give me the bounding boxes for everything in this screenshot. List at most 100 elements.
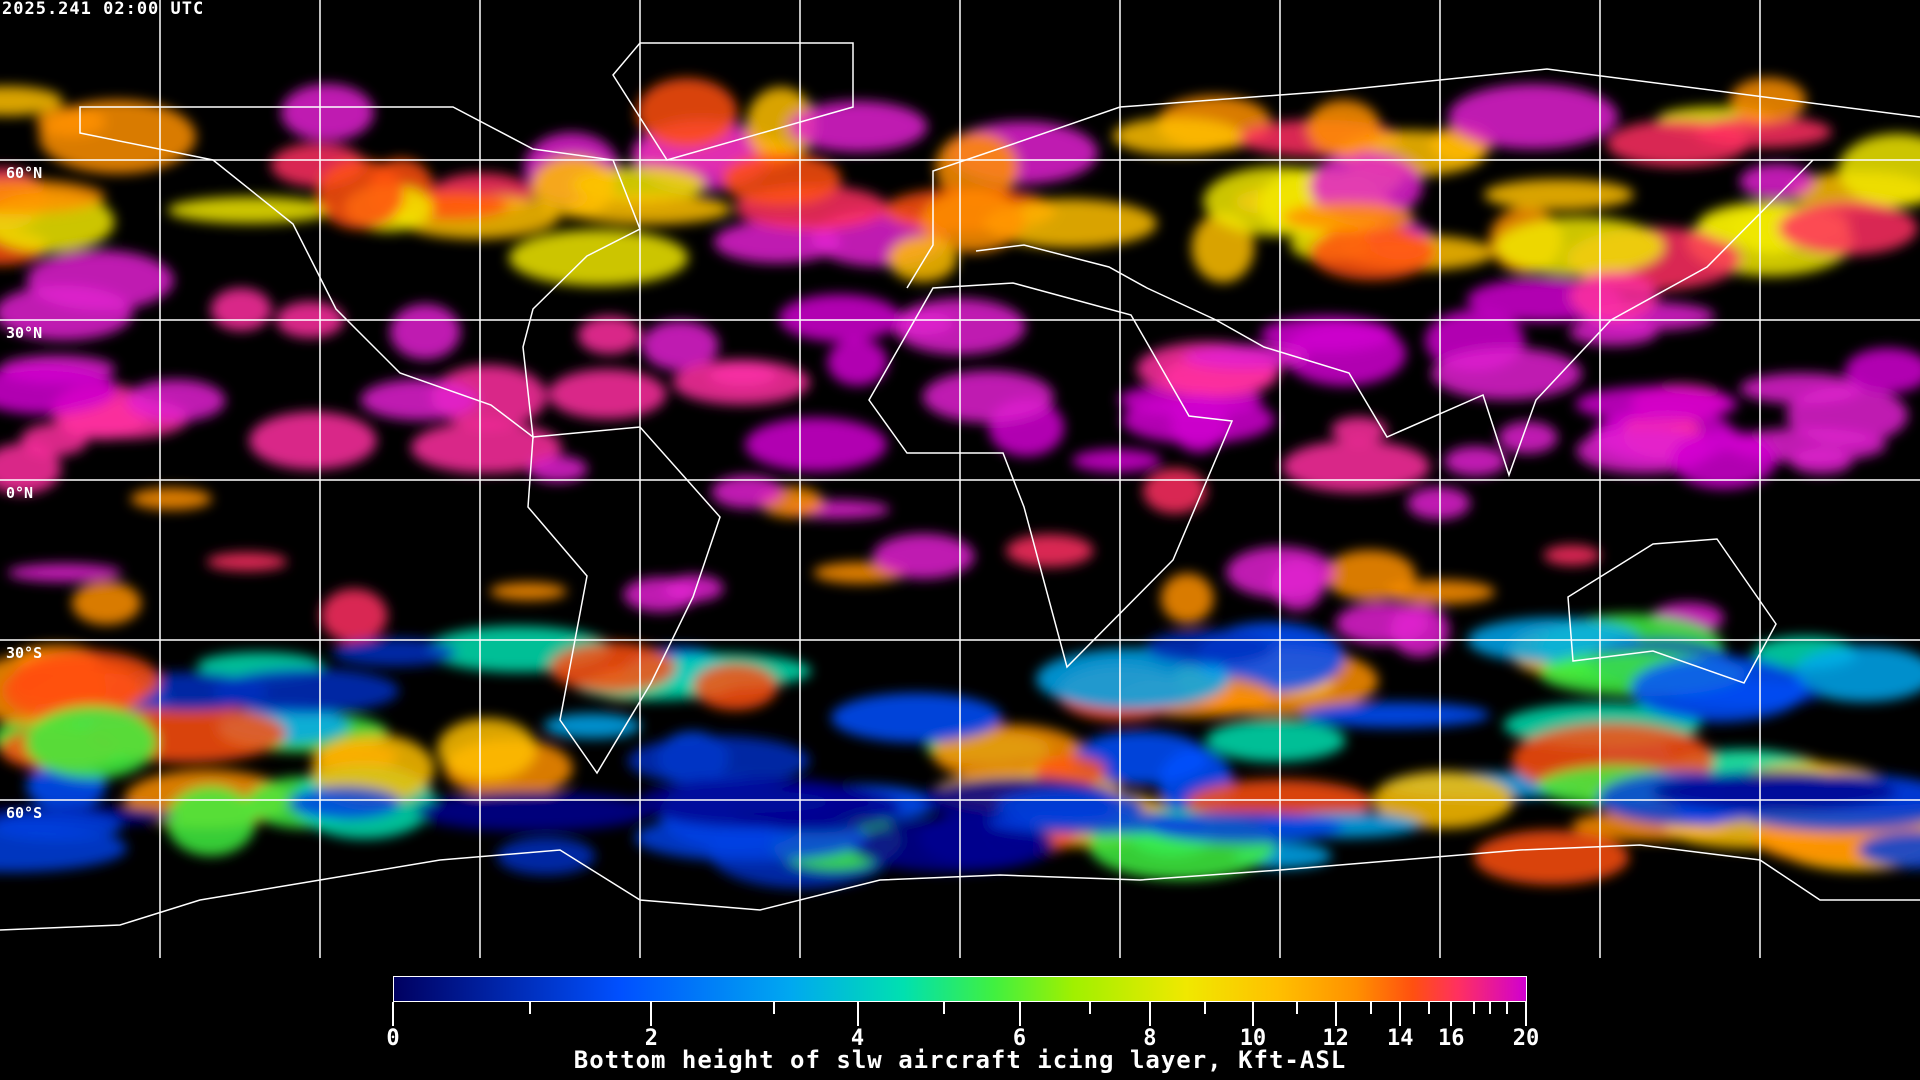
cloud-blob [0,810,123,841]
cloud-blob [549,642,676,693]
colorbar-tick-label: 20 [1512,1026,1540,1051]
cloud-blob [1792,645,1920,702]
cloud-blob [1142,468,1207,514]
cloud-blob [1323,550,1416,601]
coast-eurasia [906,68,1920,478]
cloud-blob [566,193,732,225]
colorbar-tick-label: 0 [386,1026,400,1051]
colorbar-tick [1525,1002,1527,1026]
cloud-blob [850,818,1056,873]
lat-lon-grid [0,0,1920,958]
colorbar-tick [1472,1002,1475,1014]
colorbar-tick-label: 16 [1437,1026,1465,1051]
cloud-blob [983,198,1157,248]
cloud-blob [1543,544,1601,566]
cloud-blob [1497,421,1558,454]
cloud-blob [410,421,562,474]
cloud-blob [1072,449,1162,473]
cloud-blob [508,229,689,286]
colorbar-tick-label: 10 [1239,1026,1267,1051]
cloud-blob [1838,133,1920,207]
cloud-blob [922,370,1054,423]
cloud-blob [1073,731,1209,785]
coast-south-america [527,426,721,775]
cloud-blob [288,786,402,821]
cloud-blob [25,705,158,780]
cloud-blob [746,87,816,162]
cloud-blob [249,411,377,470]
cloud-blob [1495,216,1665,276]
cloud-blob [636,78,738,148]
timestamp: 2025.241 02:00 UTC [2,0,205,19]
colorbar-tick [1251,1002,1254,1026]
cloud-blob [1205,719,1346,762]
cloud-blob [548,369,667,420]
cloud-blob [1651,771,1897,812]
cloud-blob [872,533,975,579]
coastlines [0,42,1920,931]
cloud-blob [637,777,872,828]
cloud-blob [1282,202,1415,233]
cloud-blob [1306,99,1381,157]
cloud-blob [663,574,724,602]
colorbar-tick [1399,1002,1402,1026]
cloud-blob [778,294,901,342]
colorbar-tick [1427,1002,1430,1014]
cloud-blob [1630,655,1807,723]
colorbar-tick-label: 2 [644,1026,658,1051]
cloud-blob [744,417,887,472]
cloud-blob [1845,348,1920,394]
colorbar-tick-label: 4 [850,1026,865,1051]
lat-label-60s: 60°S [6,804,43,822]
coast-greenland [612,42,854,161]
cloud-blob [0,285,133,341]
colorbar-tick [856,1002,859,1026]
cloud-blob [1390,604,1450,657]
cloud-blob [1739,163,1815,200]
cloud-blob [1,659,143,722]
cloud-blob [496,837,596,876]
cloud-blob [7,563,122,582]
cloud-blob [389,303,461,360]
cloud-blob [1670,430,1777,489]
cloud-blob [1473,830,1630,885]
cloud-blob [1309,225,1436,281]
cloud-blob [0,86,63,116]
cloud-blob [1730,77,1807,123]
cloud-blob [713,220,841,264]
cloud-blob [1112,117,1243,155]
colorbar-tick [1018,1002,1021,1026]
cloud-blob [125,379,226,422]
cloud-blob [39,99,196,174]
cloud-blob [672,359,811,405]
cloud-blob [211,668,400,714]
cloud-blob [71,581,141,625]
colorbar-tick [772,1002,775,1014]
world-map [0,0,1920,958]
cloud-blob [1431,347,1582,400]
colorbar-title: Bottom height of slw aircraft icing laye… [573,1046,1347,1074]
cloud-blob [165,785,257,856]
colorbar-tick [1369,1002,1372,1014]
cloud-blob [1448,84,1619,150]
cloud-blob [888,236,958,282]
icing-layer-field [0,77,1920,889]
cloud-blob [1170,394,1228,453]
cloud-blob [489,582,567,601]
cloud-blob [206,552,288,572]
colorbar-tick [1488,1002,1491,1014]
cloud-blob [827,338,888,386]
cloud-blob [1739,373,1864,404]
colorbar-tick [1450,1002,1453,1026]
colorbar-tick [942,1002,945,1014]
lat-label-30n: 30°N [6,324,43,342]
cloud-blob [1281,440,1431,493]
cloud-blob [693,663,778,711]
cloud-blob [167,196,335,224]
cloud-blob [1606,119,1749,167]
colorbar-tick [1334,1002,1337,1026]
cloud-blob [332,638,458,667]
cloud-blob [1575,386,1738,422]
cloud-blob [921,189,1025,253]
colorbar-tick [392,1002,394,1026]
